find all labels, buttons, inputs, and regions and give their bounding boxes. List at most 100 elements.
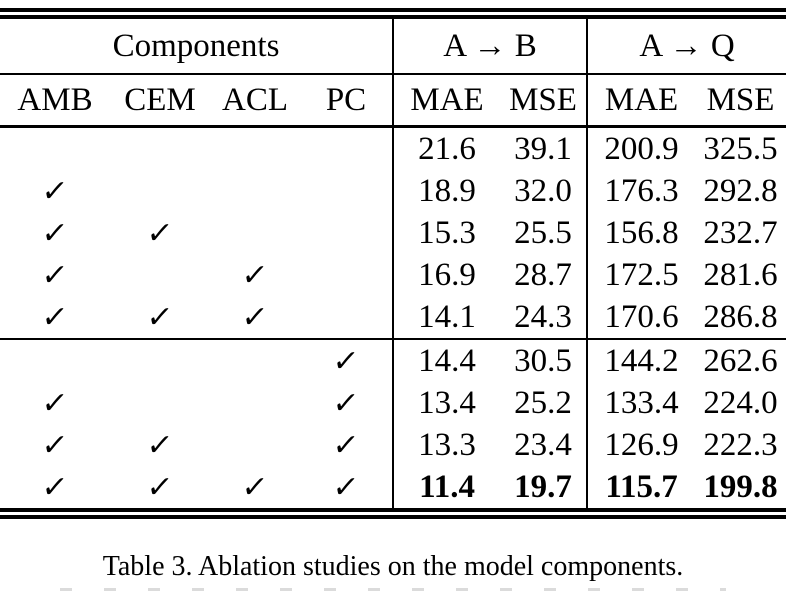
table-row: ✓ ✓ 13.4 25.2 133.4 224.0 [0,382,786,424]
value-cell: 16.9 [418,256,476,293]
check-cell-empty [210,170,300,212]
check-cell-checked: ✓ [110,466,210,508]
col-header-mae-ab: MAE [393,74,501,128]
value-cell: 19.7 [500,466,589,508]
check-cell-checked: ✓ [0,212,110,254]
check-cell-empty [300,126,395,170]
check-cell-checked: ✓ [0,466,110,508]
header-group-a-to-q: A → Q [587,19,786,75]
check-cell-checked: ✓ [110,296,210,340]
check-cell-empty [0,127,110,171]
check-cell-checked: ✓ [300,466,395,508]
checkmark-icon: ✓ [40,257,71,293]
value-cell: 25.5 [500,212,589,254]
check-cell-empty [0,339,110,382]
header-column-row: AMB CEM ACL PC MAE MSE MAE MSE [0,74,786,128]
header-group-a-to-b: A → B [393,19,589,75]
value-cell: 24.3 [500,296,589,340]
table-row: ✓ ✓ ✓ 14.1 24.3 170.6 286.8 [0,296,786,340]
check-cell-empty [300,170,395,212]
value-cell: 170.6 [587,296,696,340]
value-cell: 292.8 [703,172,778,209]
table-row: ✓ ✓ ✓ 13.3 23.4 126.9 222.3 [0,424,786,466]
check-cell-checked: ✓ [0,296,110,340]
checkmark-icon: ✓ [240,469,271,505]
table-row: ✓ ✓ ✓ ✓ 11.4 19.7 115.7 199.8 [0,466,786,508]
value-cell: 23.4 [500,424,589,466]
value-cell: 200.9 [604,130,679,167]
table-bottom-rule [0,508,786,519]
value-cell: 133.4 [604,384,679,421]
checkmark-icon: ✓ [145,427,176,463]
table-row: ✓ 18.9 32.0 176.3 292.8 [0,170,786,212]
value-cell: 14.4 [418,342,476,379]
check-cell-empty [210,127,300,171]
check-cell-checked: ✓ [0,424,110,466]
checkmark-icon: ✓ [331,385,362,421]
value-cell: 126.9 [604,426,679,463]
col-header-pc: PC [300,74,395,128]
checkmark-icon: ✓ [40,173,71,209]
value-cell: 21.6 [418,130,476,167]
col-header-mae-aq: MAE [587,74,696,128]
table-row: ✓ ✓ 16.9 28.7 172.5 281.6 [0,254,786,296]
value-cell: 281.6 [703,256,778,293]
table-top-rule [0,8,786,19]
value-cell: 13.3 [418,426,476,463]
value-cell: 25.2 [500,382,589,424]
value-cell: 224.0 [703,384,778,421]
check-cell-checked: ✓ [210,466,300,508]
check-cell-checked: ✓ [0,170,110,212]
check-cell-empty [210,424,300,466]
value-cell: 115.7 [605,468,678,505]
checkmark-icon: ✓ [145,215,176,251]
check-cell-checked: ✓ [300,424,395,466]
checkmark-icon: ✓ [40,385,71,421]
table-row: ✓ 14.4 30.5 144.2 262.6 [0,339,786,382]
checkmark-icon: ✓ [40,215,71,251]
value-cell: 286.8 [695,296,786,340]
check-cell-checked: ✓ [210,296,300,340]
check-cell-empty [210,212,300,254]
value-cell: 39.1 [500,126,589,170]
table-block-lower: ✓ 14.4 30.5 144.2 262.6 ✓ ✓ 13.4 25.2 133.4 224.0 ✓… [0,339,786,508]
table-row: 21.6 39.1 200.9 325.5 [0,126,786,171]
table-header: Components A → B A → Q AMB CEM ACL PC MA… [0,19,786,128]
value-cell: 30.5 [500,339,589,382]
col-header-amb: AMB [0,74,110,128]
value-cell: 18.9 [418,172,476,209]
value-cell: 156.8 [604,214,679,251]
checkmark-icon: ✓ [240,257,271,293]
value-cell: 28.7 [500,254,589,296]
checkmark-icon: ✓ [331,343,362,379]
value-cell: 199.8 [703,468,778,505]
value-cell: 11.4 [419,468,475,505]
check-cell-empty [300,212,395,254]
check-cell-checked: ✓ [0,254,110,296]
checkmark-icon: ✓ [40,427,71,463]
check-cell-empty [300,296,395,340]
value-cell: 14.1 [393,296,501,340]
check-cell-empty [110,339,210,382]
value-cell: 262.6 [703,342,778,379]
value-cell: 172.5 [604,256,679,293]
value-cell: 176.3 [604,172,679,209]
check-cell-checked: ✓ [210,254,300,296]
value-cell: 13.4 [418,384,476,421]
check-cell-empty [300,254,395,296]
check-cell-checked: ✓ [300,339,395,382]
value-cell: 15.3 [418,214,476,251]
value-cell: 32.0 [500,170,589,212]
check-cell-checked: ✓ [300,382,395,424]
check-cell-empty [110,254,210,296]
check-cell-checked: ✓ [0,382,110,424]
checkmark-icon: ✓ [40,299,71,335]
table-block-upper: 21.6 39.1 200.9 325.5 ✓ 18.9 32.0 176.3 292.8 ✓ ✓ 1… [0,126,786,340]
check-cell-empty [110,170,210,212]
header-group-row: Components A → B A → Q [0,19,786,75]
value-cell: 144.2 [604,342,679,379]
table-caption: Table 3. Ablation studies on the model c… [102,551,684,582]
check-cell-checked: ✓ [110,424,210,466]
check-cell-empty [210,382,300,424]
check-cell-checked: ✓ [110,212,210,254]
